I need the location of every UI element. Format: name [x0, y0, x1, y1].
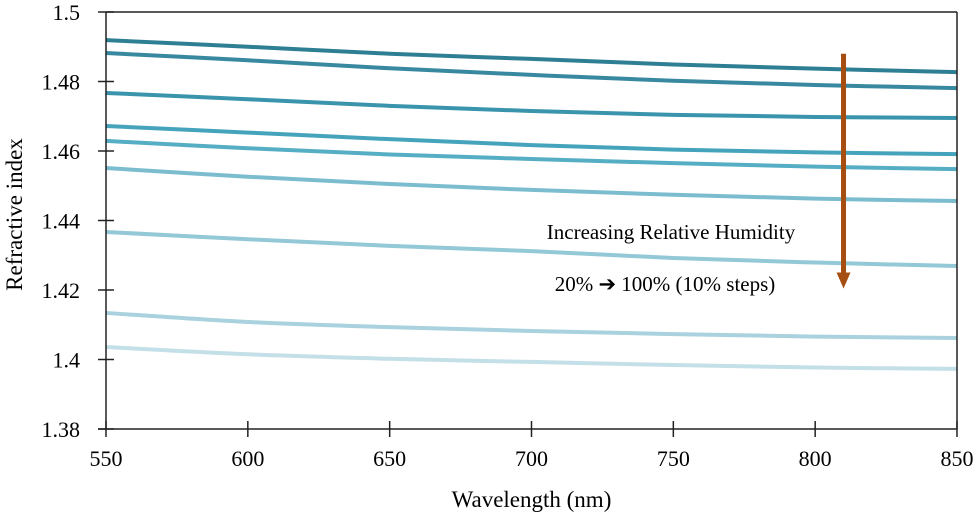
tick-labels: 1.38 1.4 1.42 1.44 1.46 1.48 1.5 550 600 650 700 75… [42, 0, 974, 471]
y-tick-label: 1.46 [42, 139, 81, 164]
series-line-7 [105, 229, 958, 269]
humidity-arrow [836, 53, 851, 289]
y-tick-label: 1.44 [42, 209, 81, 234]
series-line-5 [105, 138, 958, 172]
y-tick-label: 1.48 [42, 70, 81, 95]
annotation-increasing-humidity: Increasing Relative Humidity [547, 220, 796, 244]
x-tick-label: 700 [515, 446, 548, 471]
y-tick-label: 1.4 [53, 348, 81, 373]
annotation-humidity-range: 20% ➔ 100% (10% steps) [555, 272, 776, 296]
series-line-2 [105, 51, 958, 91]
y-tick-label: 1.5 [53, 0, 81, 25]
series-line-9 [105, 344, 958, 371]
x-tick-label: 800 [799, 446, 832, 471]
x-tick-label: 600 [231, 446, 264, 471]
series-lines [105, 38, 958, 371]
x-tick-label: 750 [657, 446, 690, 471]
y-axis-title: Refractive index [2, 138, 27, 291]
y-tick-label: 1.42 [42, 278, 81, 303]
y-tick-label: 1.38 [42, 417, 81, 442]
axes [98, 11, 958, 437]
series-line-6 [105, 166, 958, 204]
x-tick-label: 850 [941, 446, 974, 471]
series-line-1 [105, 38, 958, 75]
series-line-3 [105, 90, 958, 120]
x-axis-title: Wavelength (nm) [452, 487, 612, 512]
series-line-4 [105, 123, 958, 157]
x-tick-label: 650 [373, 446, 406, 471]
arrow-head-icon [836, 272, 851, 289]
x-tick-label: 550 [90, 446, 123, 471]
series-line-8 [105, 310, 958, 340]
